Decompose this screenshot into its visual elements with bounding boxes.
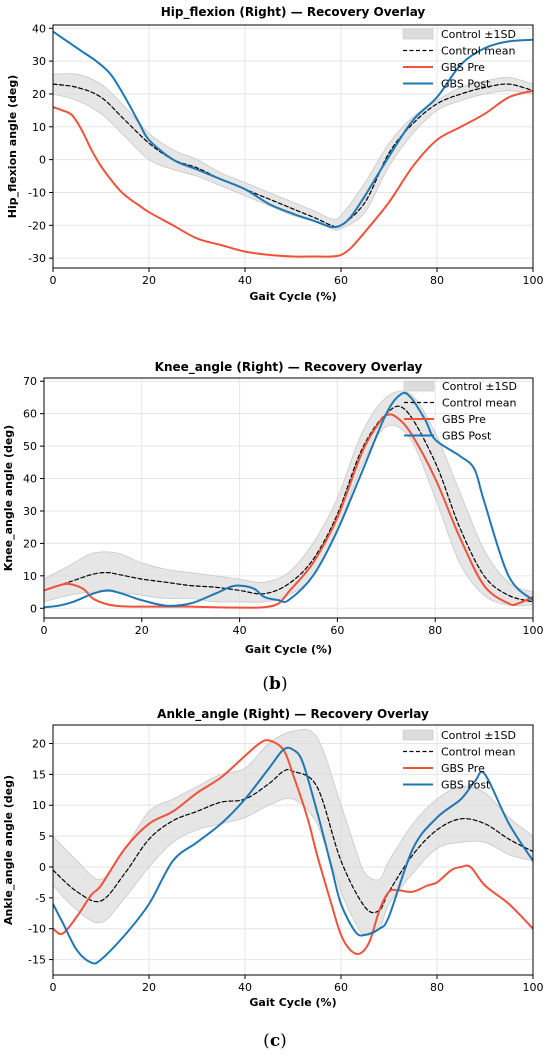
legend-label-pre: GBS Pre: [441, 61, 485, 74]
legend-label-band: Control ±1SD: [441, 729, 516, 742]
legend-swatch-band: [403, 380, 435, 392]
y-tick-label: -30: [28, 252, 46, 265]
chart-a-y-axis-label: Hip_flexion angle (deg): [6, 75, 19, 219]
chart-a-series-post: [53, 30, 533, 229]
chart-c-legend: Control ±1SD Control mean GBS Pre GBS Post: [402, 729, 516, 792]
legend-label-mean: Control mean: [441, 746, 515, 759]
chart-b-title: Knee_angle (Right) — Recovery Overlay: [155, 360, 423, 375]
y-tick-label: -20: [28, 219, 46, 232]
y-tick-label: -10: [28, 923, 46, 936]
legend-swatch-band: [402, 28, 434, 40]
hip-flexion-chart: 0 20 40 60 80 100 -30 -20 -10 0 10 20 30 40 Hip_flexio…: [6, 5, 544, 303]
legend-label-post: GBS Post: [441, 779, 491, 792]
x-tick-label: 60: [334, 981, 348, 994]
y-tick-label: -5: [35, 892, 46, 905]
chart-b-frame: [43, 377, 534, 619]
chart-c-series-post: [53, 746, 533, 965]
legend-label-pre: GBS Pre: [442, 413, 486, 426]
x-tick-label: 20: [142, 274, 156, 287]
chart-c-series-pre: [53, 739, 533, 955]
x-tick-label: 80: [430, 274, 444, 287]
chart-c-control-sd-band: [53, 728, 533, 936]
x-tick-label: 0: [50, 981, 57, 994]
y-tick-label: 60: [23, 408, 37, 421]
y-tick-label: 20: [32, 88, 46, 101]
y-tick-label: 0: [39, 861, 46, 874]
x-tick-label: 40: [238, 981, 252, 994]
chart-a-frame: [52, 24, 534, 269]
chart-a-series-mean: [53, 83, 533, 228]
x-tick-label: 80: [428, 624, 442, 637]
chart-a-legend: Control ±1SD Control mean GBS Pre GBS Post: [402, 28, 516, 91]
y-tick-label: 30: [32, 55, 46, 68]
legend-label-band: Control ±1SD: [442, 380, 517, 393]
x-tick-label: 0: [50, 274, 57, 287]
chart-b-series-pre: [44, 413, 533, 609]
legend-swatch-band: [402, 729, 434, 741]
chart-c-panel-label: (c): [263, 1031, 287, 1051]
chart-b-legend: Control ±1SD Control mean GBS Pre GBS Post: [403, 380, 517, 443]
y-tick-label: 0: [39, 154, 46, 167]
y-tick-label: 10: [23, 570, 37, 583]
x-tick-label: 20: [135, 624, 149, 637]
x-tick-label: 40: [238, 274, 252, 287]
knee-angle-chart: 0 20 40 60 80 100 0 10 20 30 40 50 60 70 Knee_angle (R…: [2, 360, 544, 694]
x-tick-label: 20: [142, 981, 156, 994]
y-tick-label: 40: [23, 473, 37, 486]
chart-b-x-axis-label: Gait Cycle (%): [245, 643, 332, 656]
legend-label-mean: Control mean: [442, 397, 516, 410]
chart-c-y-axis-label: Ankle_angle angle (deg): [2, 775, 15, 925]
x-tick-label: 80: [430, 981, 444, 994]
x-tick-label: 0: [41, 624, 48, 637]
chart-b-series-post: [44, 391, 533, 609]
y-tick-label: -15: [28, 954, 46, 967]
y-tick-label: 10: [32, 121, 46, 134]
y-tick-label: 70: [23, 375, 37, 388]
chart-b-series-mean: [44, 405, 533, 603]
x-tick-label: 60: [334, 274, 348, 287]
chart-c-x-axis-label: Gait Cycle (%): [249, 996, 336, 1009]
y-tick-label: 20: [23, 537, 37, 550]
chart-a-series-pre: [53, 89, 533, 258]
legend-label-band: Control ±1SD: [441, 28, 516, 41]
y-tick-label: 40: [32, 22, 46, 35]
y-tick-label: 15: [32, 768, 46, 781]
y-tick-label: 30: [23, 505, 37, 518]
y-tick-label: 20: [32, 738, 46, 751]
legend-label-post: GBS Post: [442, 430, 492, 443]
legend-label-mean: Control mean: [441, 45, 515, 58]
legend-label-post: GBS Post: [441, 78, 491, 91]
y-tick-label: 50: [23, 440, 37, 453]
chart-a-title: Hip_flexion (Right) — Recovery Overlay: [161, 5, 426, 20]
y-tick-label: 0: [30, 602, 37, 615]
ankle-angle-chart: 0 20 40 60 80 100 -15 -10 -5 0 5 10 15 20 Ankle_angle …: [2, 707, 544, 1051]
y-tick-label: 10: [32, 799, 46, 812]
x-tick-label: 40: [233, 624, 247, 637]
chart-b-y-axis-label: Knee_angle angle (deg): [2, 425, 15, 571]
y-tick-label: -10: [28, 186, 46, 199]
legend-label-pre: GBS Pre: [441, 762, 485, 775]
chart-c-frame: [52, 724, 534, 976]
y-tick-label: 5: [39, 830, 46, 843]
chart-c-title: Ankle_angle (Right) — Recovery Overlay: [157, 707, 429, 722]
chart-b-panel-label: (b): [262, 674, 287, 694]
x-tick-label: 60: [330, 624, 344, 637]
x-tick-label: 100: [523, 981, 544, 994]
chart-a-x-axis-label: Gait Cycle (%): [249, 290, 336, 303]
chart-a-control-sd-band: [53, 73, 533, 231]
x-tick-label: 100: [523, 624, 544, 637]
x-tick-label: 100: [523, 274, 544, 287]
chart-c-series-mean: [53, 768, 533, 914]
